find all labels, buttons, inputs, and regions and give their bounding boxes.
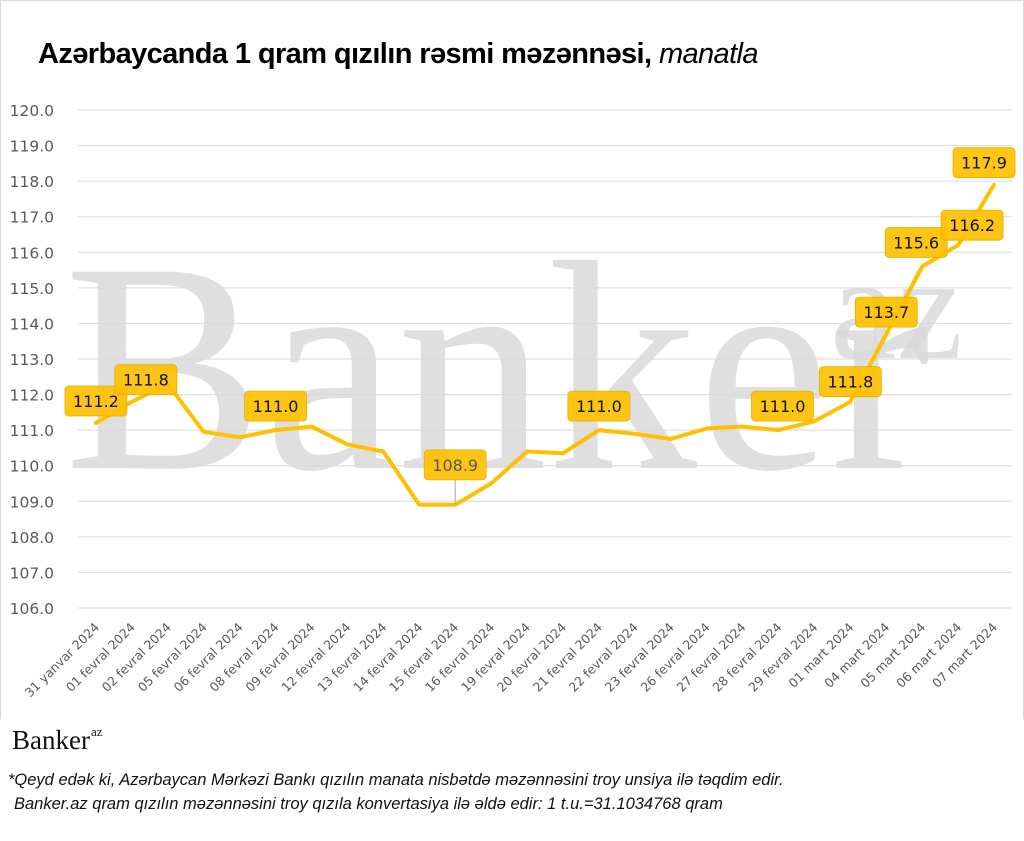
svg-text:116.2: 116.2 [949,216,995,235]
y-tick-label: 111.0 [10,422,54,440]
y-tick-label: 112.0 [10,387,54,405]
svg-text:111.0: 111.0 [760,397,806,416]
series-line [94,182,996,507]
y-tick-label: 107.0 [10,564,54,582]
chart-title-unit: manatla [658,38,759,70]
banker-logo: Bankeraz [12,724,103,756]
data-label: 111.8 [114,364,178,396]
y-tick-label: 114.0 [10,315,54,333]
y-tick-label: 110.0 [10,458,54,476]
footnote-line-1: *Qeyd edək ki, Azərbaycan Mərkəzi Bankı … [8,771,784,789]
x-tick-label: 07 mart 2024 [929,619,1000,690]
logo-text: Banker [12,725,90,755]
y-tick-label: 118.0 [10,173,54,191]
line-chart: Bankeraz106.0107.0108.0109.0110.0111.011… [10,102,1016,700]
data-label: 111.2 [64,385,128,417]
data-label: 108.9 [423,449,487,505]
y-tick-label: 108.0 [10,529,54,547]
data-label: 117.9 [952,147,1016,179]
svg-text:117.9: 117.9 [961,154,1007,173]
data-label: 113.7 [854,296,918,328]
y-tick-label: 120.0 [10,102,54,120]
svg-text:111.8: 111.8 [827,373,873,392]
svg-text:113.7: 113.7 [863,303,909,322]
data-label: 111.0 [751,390,814,422]
svg-text:108.9: 108.9 [432,456,478,475]
watermark-text: Banker [64,201,930,533]
data-label: 115.6 [884,227,948,258]
y-tick-label: 115.0 [10,280,54,298]
chart-title: Azərbaycanda 1 qram qızılın rəsmi məzənn… [38,38,759,71]
svg-text:111.0: 111.0 [253,397,299,416]
y-tick-label: 113.0 [10,351,54,369]
y-tick-label: 106.0 [10,600,54,618]
logo-superscript: az [90,724,103,739]
y-tick-label: 116.0 [10,244,54,262]
y-tick-label: 119.0 [10,138,54,156]
footnote-line-2: Banker.az qram qızılın məzənnəsini troy … [14,795,723,813]
y-tick-label: 117.0 [10,209,54,227]
svg-text:111.8: 111.8 [123,371,169,390]
svg-text:111.0: 111.0 [576,397,622,416]
data-label: 111.0 [244,390,307,422]
data-label: 111.8 [818,366,882,398]
y-tick-label: 109.0 [10,493,54,511]
data-label: 111.0 [567,390,631,422]
chart-title-main: Azərbaycanda 1 qram qızılın rəsmi məzənn… [38,38,652,70]
data-label: 116.2 [940,209,1004,241]
svg-text:111.2: 111.2 [73,392,119,411]
svg-text:115.6: 115.6 [893,234,939,253]
